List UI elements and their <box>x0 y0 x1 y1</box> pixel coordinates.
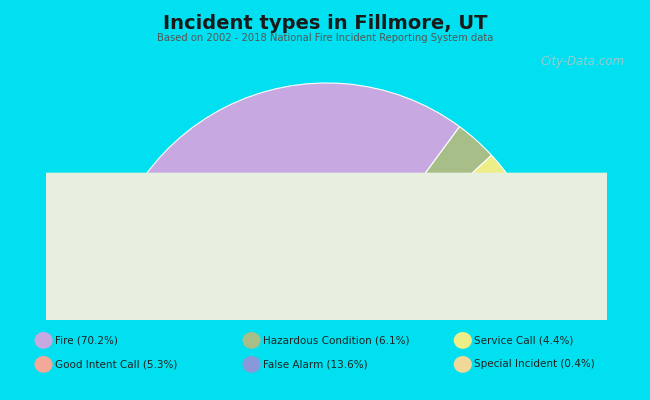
Wedge shape <box>424 155 511 232</box>
Text: Fire (70.2%): Fire (70.2%) <box>55 335 118 346</box>
Wedge shape <box>436 180 530 251</box>
Text: Hazardous Condition (6.1%): Hazardous Condition (6.1%) <box>263 335 409 346</box>
Text: False Alarm (13.6%): False Alarm (13.6%) <box>263 359 367 370</box>
Bar <box>46 174 607 320</box>
Wedge shape <box>459 304 551 307</box>
Text: Service Call (4.4%): Service Call (4.4%) <box>474 335 573 346</box>
Bar <box>46 174 607 320</box>
Text: Based on 2002 - 2018 National Fire Incident Reporting System data: Based on 2002 - 2018 National Fire Incid… <box>157 33 493 43</box>
Text: Special Incident (0.4%): Special Incident (0.4%) <box>474 359 595 370</box>
Text: City-Data.com: City-Data.com <box>540 55 625 68</box>
Circle shape <box>194 175 459 400</box>
Wedge shape <box>102 83 460 307</box>
Text: Incident types in Fillmore, UT: Incident types in Fillmore, UT <box>162 14 488 33</box>
Text: Good Intent Call (5.3%): Good Intent Call (5.3%) <box>55 359 177 370</box>
Wedge shape <box>405 127 491 218</box>
Wedge shape <box>447 212 551 306</box>
